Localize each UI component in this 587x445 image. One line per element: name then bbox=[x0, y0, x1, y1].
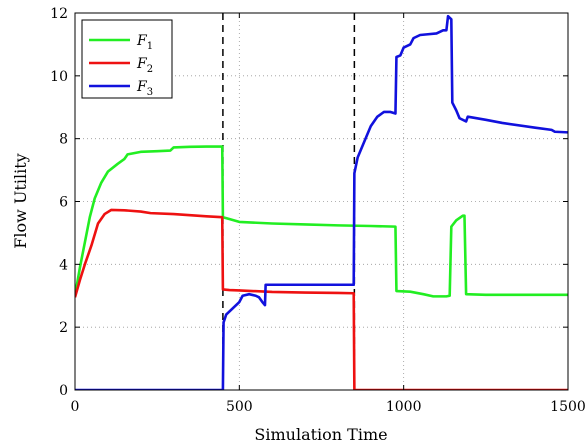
y-tick-label: 2 bbox=[59, 320, 68, 336]
series-line-f3 bbox=[75, 14, 568, 390]
axis-ticks: 0 500 1000 1500 0 2 4 6 8 10 12 bbox=[50, 6, 586, 415]
y-tick-label: 6 bbox=[59, 195, 68, 211]
legend-label-f3: F3 bbox=[136, 79, 153, 98]
y-tick-label: 10 bbox=[50, 69, 68, 85]
x-tick-label: 0 bbox=[71, 399, 80, 415]
y-tick-label: 12 bbox=[50, 6, 68, 22]
y-tick-label: 4 bbox=[59, 257, 68, 273]
legend-label-f1: F1 bbox=[136, 33, 153, 52]
data-series bbox=[75, 14, 568, 390]
y-axis-label: Flow Utility bbox=[11, 153, 30, 248]
x-tick-label: 500 bbox=[226, 399, 253, 415]
series-line-f2 bbox=[75, 208, 568, 390]
legend-label-f2: F2 bbox=[136, 56, 153, 75]
y-tick-label: 8 bbox=[59, 132, 68, 148]
x-axis-label: Simulation Time bbox=[254, 425, 387, 444]
legend: F1 F2 F3 bbox=[81, 19, 173, 99]
x-tick-label: 1500 bbox=[550, 399, 586, 415]
series-line-f1 bbox=[75, 145, 568, 298]
y-tick-label: 0 bbox=[59, 383, 68, 399]
grid-lines bbox=[75, 13, 568, 390]
x-tick-label: 1000 bbox=[386, 399, 422, 415]
